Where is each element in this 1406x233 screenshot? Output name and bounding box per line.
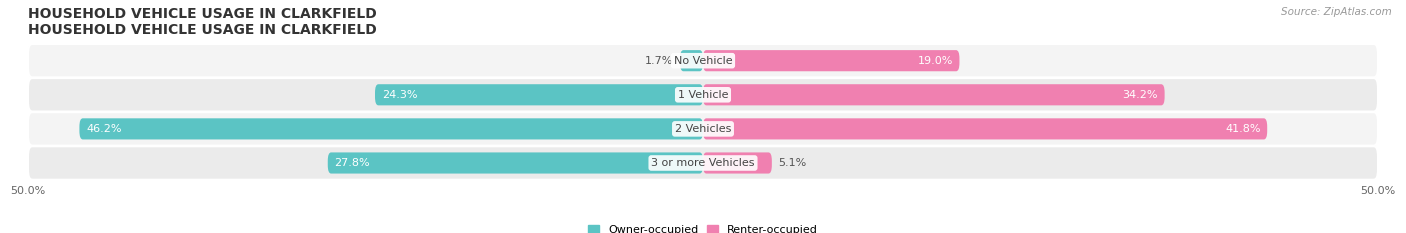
FancyBboxPatch shape — [703, 84, 1164, 105]
Text: No Vehicle: No Vehicle — [673, 56, 733, 66]
FancyBboxPatch shape — [28, 44, 1378, 77]
FancyBboxPatch shape — [703, 118, 1267, 140]
FancyBboxPatch shape — [28, 112, 1378, 146]
Text: 5.1%: 5.1% — [779, 158, 807, 168]
FancyBboxPatch shape — [328, 152, 703, 174]
Text: 24.3%: 24.3% — [382, 90, 418, 100]
Text: Source: ZipAtlas.com: Source: ZipAtlas.com — [1281, 7, 1392, 17]
Text: 3 or more Vehicles: 3 or more Vehicles — [651, 158, 755, 168]
Text: 34.2%: 34.2% — [1122, 90, 1159, 100]
FancyBboxPatch shape — [703, 50, 959, 71]
Text: 1.7%: 1.7% — [645, 56, 673, 66]
Text: 41.8%: 41.8% — [1225, 124, 1260, 134]
Text: 27.8%: 27.8% — [335, 158, 370, 168]
Text: 2 Vehicles: 2 Vehicles — [675, 124, 731, 134]
Text: 46.2%: 46.2% — [86, 124, 122, 134]
Text: 19.0%: 19.0% — [917, 56, 953, 66]
FancyBboxPatch shape — [28, 78, 1378, 112]
Legend: Owner-occupied, Renter-occupied: Owner-occupied, Renter-occupied — [588, 225, 818, 233]
Text: HOUSEHOLD VEHICLE USAGE IN CLARKFIELD: HOUSEHOLD VEHICLE USAGE IN CLARKFIELD — [28, 7, 377, 21]
FancyBboxPatch shape — [79, 118, 703, 140]
FancyBboxPatch shape — [28, 146, 1378, 180]
Text: 1 Vehicle: 1 Vehicle — [678, 90, 728, 100]
FancyBboxPatch shape — [681, 50, 703, 71]
FancyBboxPatch shape — [375, 84, 703, 105]
FancyBboxPatch shape — [703, 152, 772, 174]
Text: HOUSEHOLD VEHICLE USAGE IN CLARKFIELD: HOUSEHOLD VEHICLE USAGE IN CLARKFIELD — [28, 23, 377, 37]
